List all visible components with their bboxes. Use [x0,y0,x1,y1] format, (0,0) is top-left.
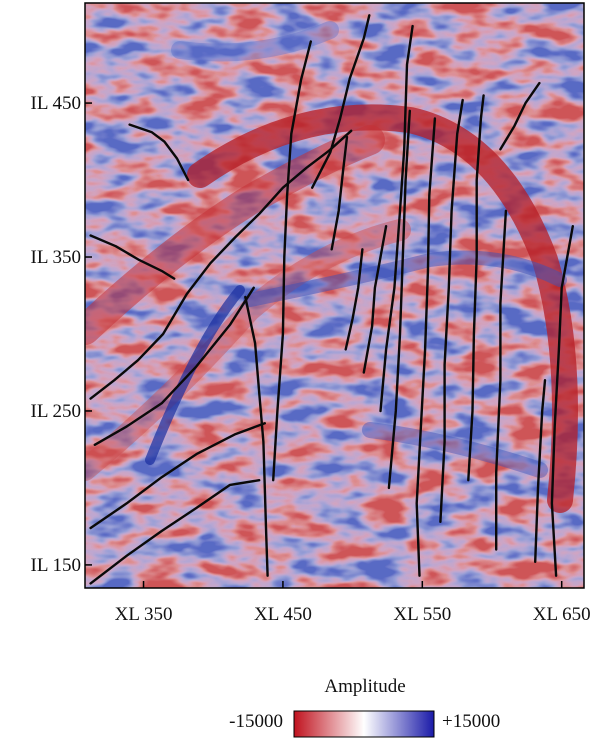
fault-trace-15 [415,117,437,577]
x-tick-label-2: XL 450 [254,604,312,625]
red-diagonal-band-1 [85,125,385,345]
fault-trace-5 [89,422,266,530]
y-axis: IL 450 IL 350 IL 250 IL 150 [31,93,92,576]
colorbar-min-label: -15000 [229,711,283,732]
fault-trace-19 [499,81,541,151]
x-tick-label-4: XL 650 [533,604,591,625]
blue-band-1 [243,250,567,307]
plot-area [84,2,585,589]
fault-trace-17 [467,94,485,482]
y-tick-label-4: IL 150 [31,555,81,576]
fault-trace-21 [550,224,574,577]
x-tick-label-1: XL 350 [115,604,173,625]
colorbar-gradient [293,710,435,738]
fault-trace-1 [128,123,190,182]
fault-trace-3 [89,129,353,400]
fault-trace-10 [330,135,349,251]
y-tick-label-1: IL 450 [31,93,81,114]
fault-trace-2 [89,234,176,280]
fault-trace-9 [311,14,371,189]
fault-trace-7 [244,295,269,577]
x-tick-label-3: XL 550 [393,604,451,625]
fault-trace-14 [387,109,411,490]
fault-trace-4 [93,286,255,446]
red-horizon-arc [187,104,578,513]
fault-trace-18 [495,209,508,551]
blue-streak [145,285,245,465]
fault-trace-6 [89,479,261,585]
fault-trace-20 [534,379,547,563]
red-diagonal-band-2 [85,219,411,481]
fault-trace-8 [272,40,312,482]
fault-trace-12 [362,224,388,374]
blue-band-3 [171,21,339,62]
y-tick-label-2: IL 350 [31,247,81,268]
colorbar-max-label: +15000 [442,711,500,732]
plot-frame [84,2,585,589]
fault-trace-13 [379,24,414,413]
amplitude-texture [85,3,584,588]
colorbar-title: Amplitude [324,676,405,697]
blue-band-2 [362,422,548,478]
y-tick-label-3: IL 250 [31,401,81,422]
colorbar: Amplitude -15000 +15000 [229,676,500,738]
amplitude-bands [85,21,578,513]
fault-traces [89,14,574,585]
x-axis: XL 350 XL 450 XL 550 XL 650 [115,581,591,625]
fault-trace-11 [344,248,364,351]
fault-trace-16 [439,98,464,523]
